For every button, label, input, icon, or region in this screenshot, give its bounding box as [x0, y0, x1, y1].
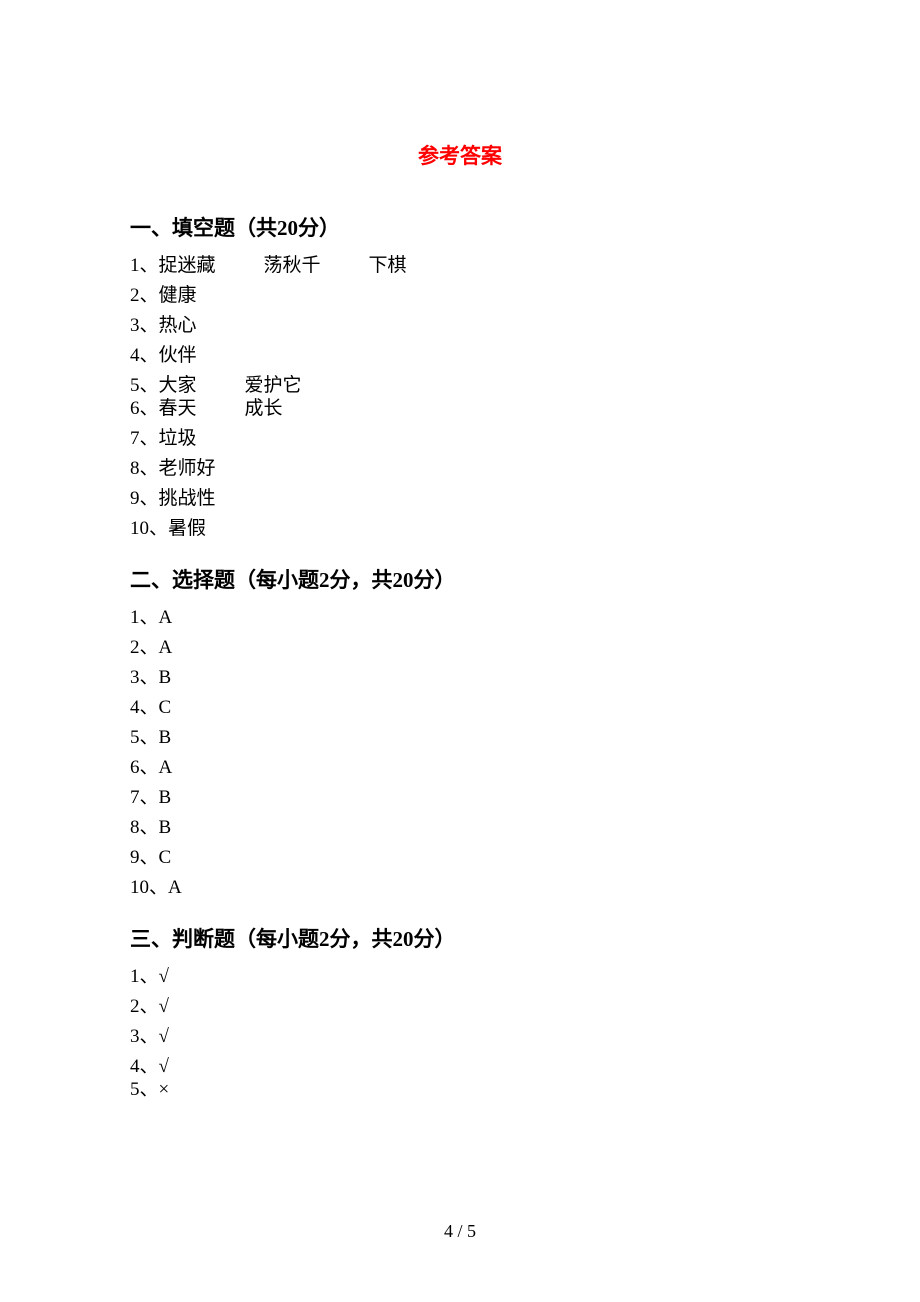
answer-number: 7、 [130, 428, 159, 449]
answer-text: 成长 [245, 398, 283, 419]
answer-line: 4、C [130, 698, 790, 717]
page-number: 4 / 5 [0, 1221, 920, 1242]
answer-number: 4、 [130, 345, 159, 366]
answer-text: 捉迷藏 [159, 255, 216, 276]
answer-number: 2、 [130, 285, 159, 306]
answer-number: 5、 [130, 727, 159, 748]
answer-text: A [159, 607, 173, 628]
answer-number: 10、 [130, 518, 168, 539]
answer-number: 9、 [130, 847, 159, 868]
section-block: 一、填空题（共20分）1、捉迷藏荡秋千下棋2、健康3、热心4、伙伴5、大家爱护它… [130, 212, 790, 538]
answer-text: 暑假 [168, 518, 206, 539]
answer-number: 2、 [130, 996, 159, 1017]
answer-line: 5、大家 爱护它 [130, 376, 790, 395]
answer-number: 4、 [130, 697, 159, 718]
document-page: 参考答案 一、填空题（共20分）1、捉迷藏荡秋千下棋2、健康3、热心4、伙伴5、… [0, 0, 920, 1099]
answer-number: 5、 [130, 1079, 159, 1100]
answer-line: 5、× [130, 1080, 790, 1099]
answer-text: B [159, 787, 172, 808]
answer-line: 8、B [130, 818, 790, 837]
answer-line: 8、老师好 [130, 459, 790, 478]
answer-line: 2、√ [130, 997, 790, 1016]
answer-number: 3、 [130, 667, 159, 688]
answer-line: 9、C [130, 848, 790, 867]
answer-text: B [159, 667, 172, 688]
answer-text: 下棋 [369, 255, 407, 276]
answer-text: B [159, 727, 172, 748]
answer-line: 6、春天 成长 [130, 399, 790, 418]
answer-number: 10、 [130, 877, 168, 898]
section-heading: 三、判断题（每小题2分，共20分） [130, 923, 790, 953]
answer-text: 爱护它 [245, 375, 302, 396]
answer-text: √ [159, 1056, 169, 1077]
answer-text: 荡秋千 [264, 255, 321, 276]
answer-text: 老师好 [159, 458, 216, 479]
answer-line: 1、捉迷藏 荡秋千 下棋 [130, 256, 790, 275]
answer-line: 10、A [130, 878, 790, 897]
answer-number: 3、 [130, 1026, 159, 1047]
answer-line: 10、暑假 [130, 519, 790, 538]
answer-line: 7、垃圾 [130, 429, 790, 448]
answer-text: C [159, 847, 172, 868]
answer-line: 1、A [130, 608, 790, 627]
answer-number: 1、 [130, 966, 159, 987]
answer-text: 伙伴 [159, 345, 197, 366]
answer-text: 大家 [159, 375, 197, 396]
answer-text: A [159, 637, 173, 658]
sections-container: 一、填空题（共20分）1、捉迷藏荡秋千下棋2、健康3、热心4、伙伴5、大家爱护它… [130, 212, 790, 1099]
answer-number: 2、 [130, 637, 159, 658]
answer-line: 3、√ [130, 1027, 790, 1046]
main-title: 参考答案 [130, 140, 790, 170]
answer-number: 8、 [130, 458, 159, 479]
answer-text: A [168, 877, 182, 898]
answer-text: √ [159, 996, 169, 1017]
answer-text: √ [159, 1026, 169, 1047]
answer-text: A [159, 757, 173, 778]
answer-line: 5、B [130, 728, 790, 747]
answer-text: √ [159, 966, 169, 987]
answer-number: 6、 [130, 757, 159, 778]
answer-line: 4、伙伴 [130, 346, 790, 365]
answer-line: 6、A [130, 758, 790, 777]
answer-number: 3、 [130, 315, 159, 336]
answer-number: 8、 [130, 817, 159, 838]
answer-number: 7、 [130, 787, 159, 808]
answer-number: 1、 [130, 255, 159, 276]
answer-text: 健康 [159, 285, 197, 306]
answer-line: 1、√ [130, 967, 790, 986]
answer-text: C [159, 697, 172, 718]
answer-number: 4、 [130, 1056, 159, 1077]
answer-line: 2、健康 [130, 286, 790, 305]
answer-line: 7、B [130, 788, 790, 807]
answer-number: 5、 [130, 375, 159, 396]
section-block: 二、选择题（每小题2分，共20分）1、A2、A3、B4、C5、B6、A7、B8、… [130, 564, 790, 897]
answer-line: 2、A [130, 638, 790, 657]
section-heading: 一、填空题（共20分） [130, 212, 790, 242]
section-heading: 二、选择题（每小题2分，共20分） [130, 564, 790, 594]
answer-text: 热心 [159, 315, 197, 336]
answer-line: 9、挑战性 [130, 489, 790, 508]
answer-text: B [159, 817, 172, 838]
section-block: 三、判断题（每小题2分，共20分）1、√2、√3、√4、√5、× [130, 923, 790, 1099]
answer-number: 1、 [130, 607, 159, 628]
answer-line: 4、√ [130, 1057, 790, 1076]
answer-number: 6、 [130, 398, 159, 419]
answer-line: 3、B [130, 668, 790, 687]
answer-number: 9、 [130, 488, 159, 509]
answer-line: 3、热心 [130, 316, 790, 335]
answer-text: × [159, 1079, 170, 1100]
answer-text: 挑战性 [159, 488, 216, 509]
answer-text: 垃圾 [159, 428, 197, 449]
answer-text: 春天 [159, 398, 197, 419]
